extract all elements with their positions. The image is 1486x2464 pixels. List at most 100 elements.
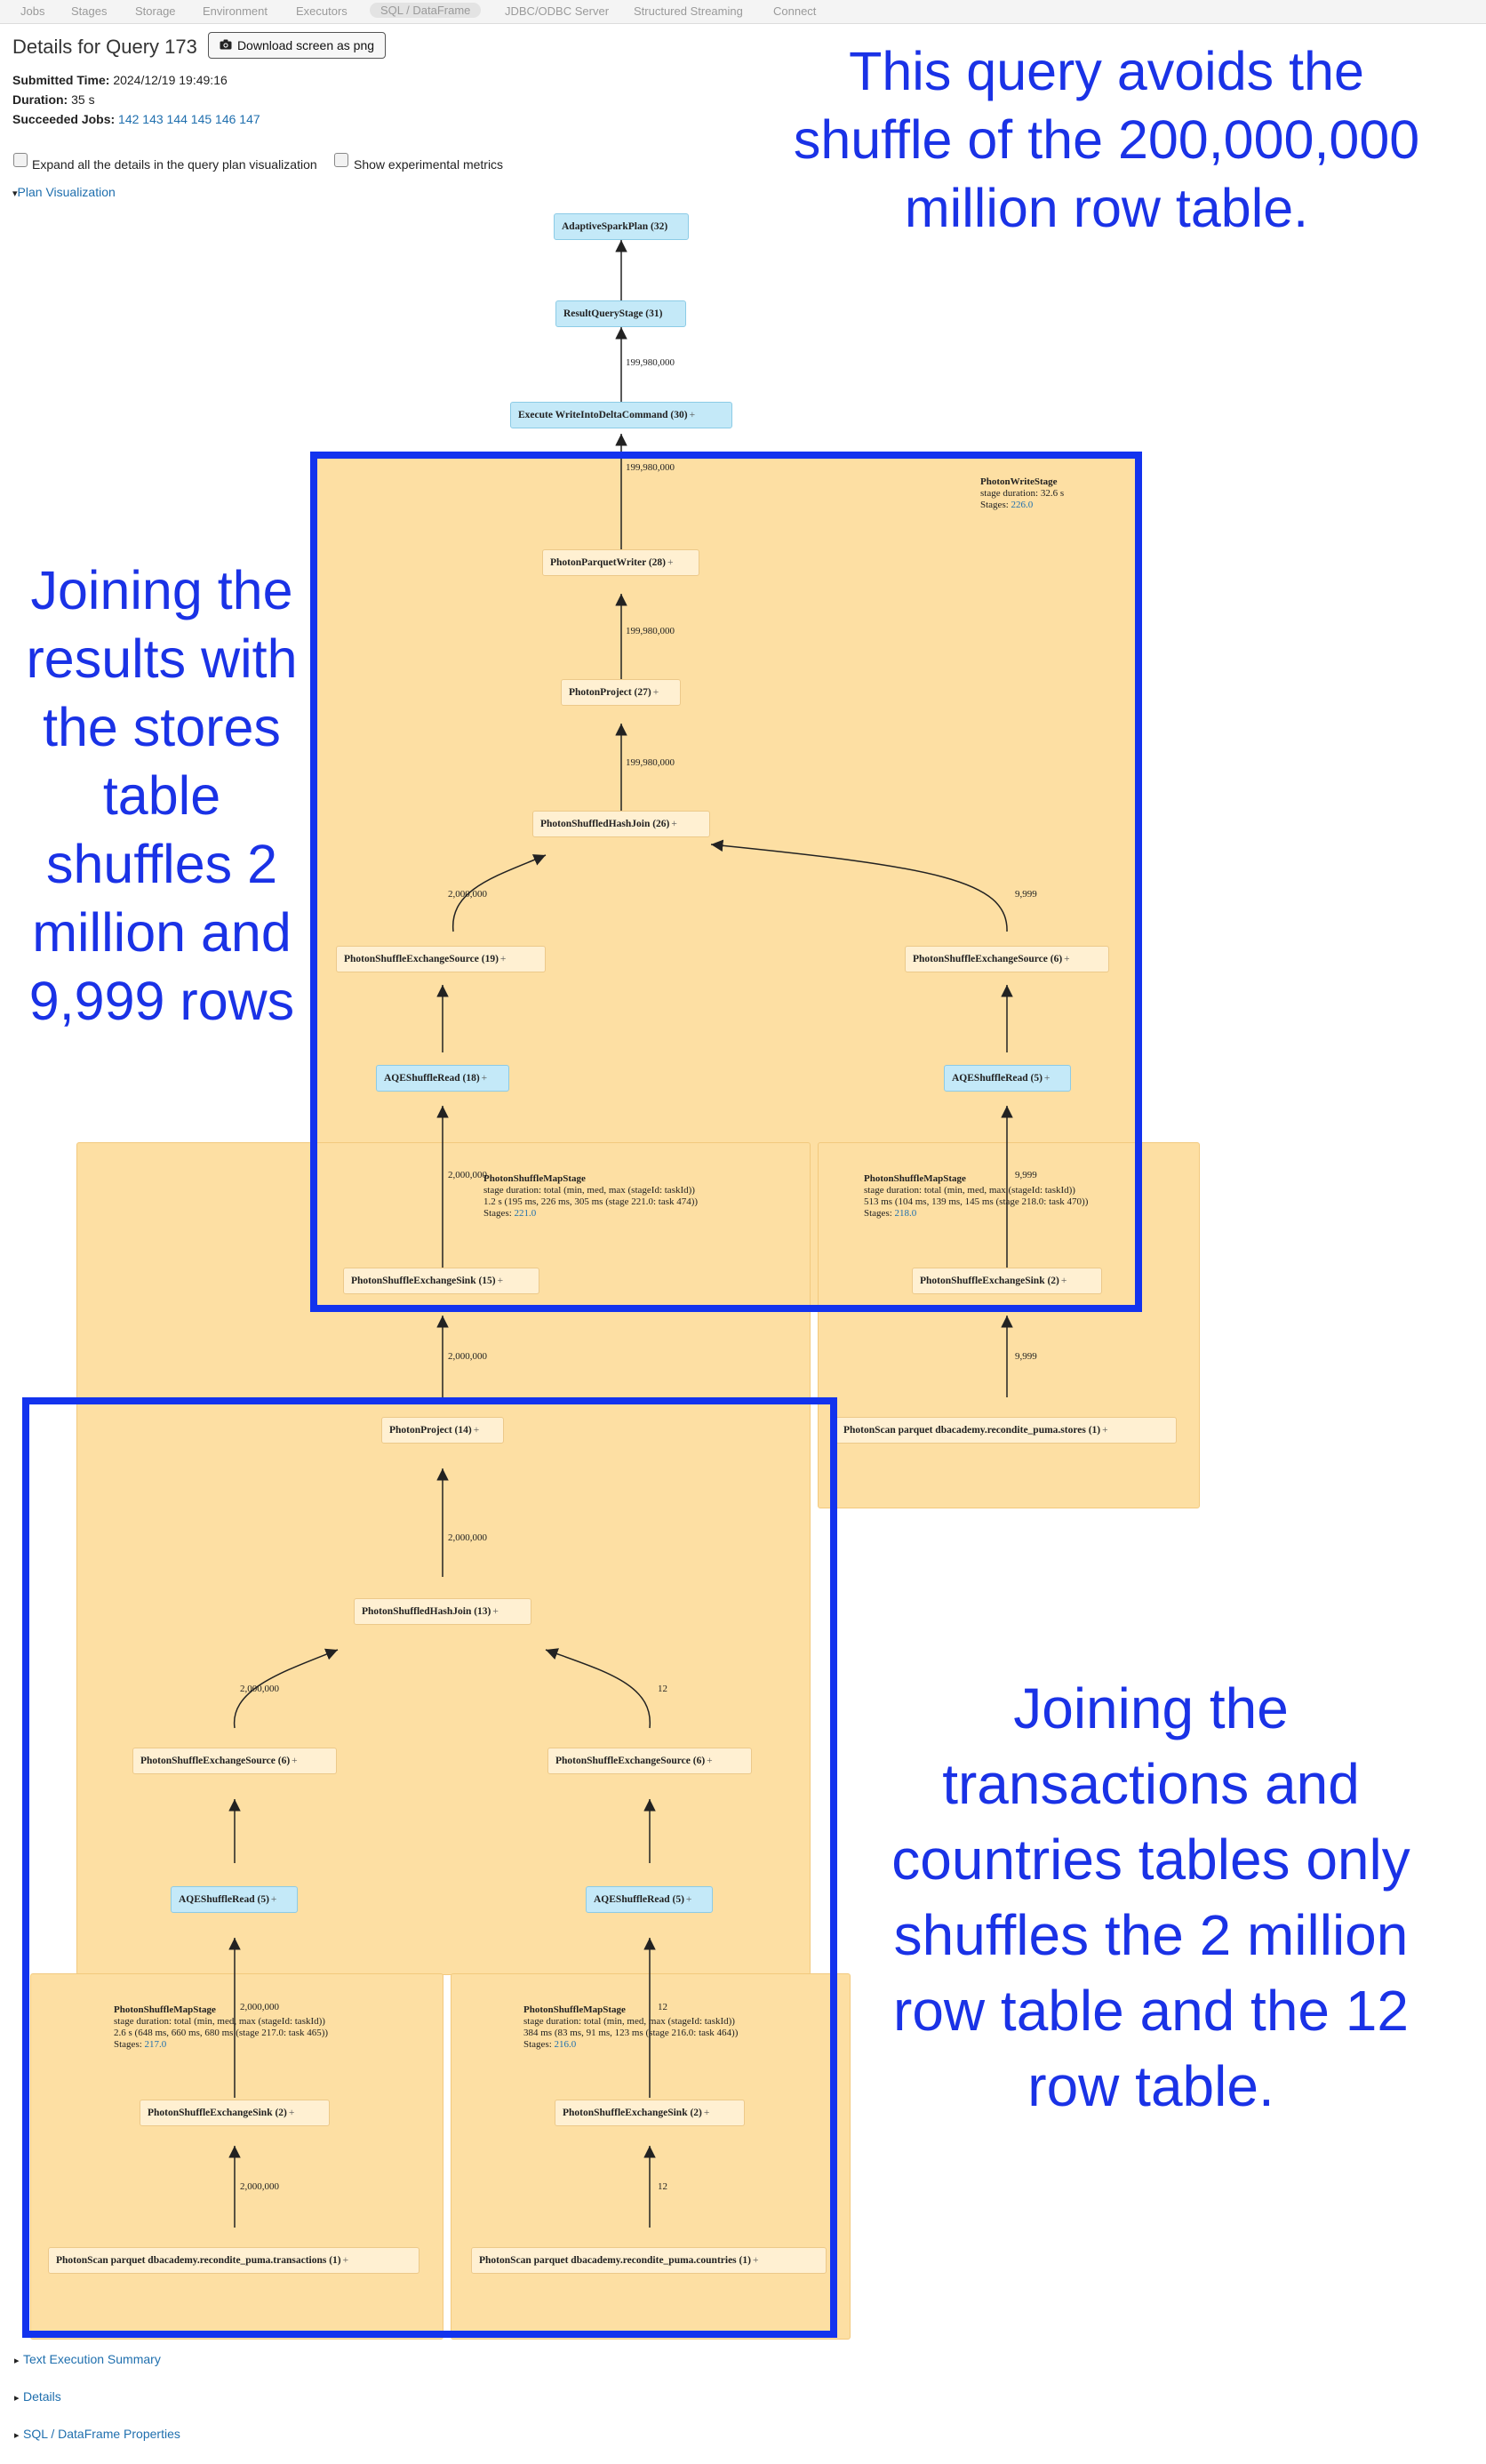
nav-tab-connect[interactable]: Connect <box>773 4 817 18</box>
edge-row-count: 2,000,000 <box>448 889 487 900</box>
experimental-metrics-checkbox[interactable] <box>334 153 348 167</box>
plan-node-scan-stores[interactable]: PhotonScan parquet dbacademy.recondite_p… <box>835 1417 1177 1444</box>
expand-node-icon[interactable]: + <box>292 1756 298 1766</box>
details-toggle[interactable]: ▸ Details <box>14 2389 61 2405</box>
job-link[interactable]: 144 <box>166 112 188 126</box>
stages-label: Stages: <box>980 500 1009 510</box>
annotation-box-stores-join <box>310 452 1142 1312</box>
nav-tab-structured-streaming[interactable]: Structured Streaming <box>634 4 743 18</box>
stage-duration: 1.2 s (195 ms, 226 ms, 305 ms (stage 221… <box>483 1196 699 1207</box>
stages-label: Stages: <box>114 2039 142 2050</box>
plan-node-adaptive-spark-plan[interactable]: AdaptiveSparkPlan (32) <box>554 213 689 240</box>
job-link[interactable]: 143 <box>142 112 164 126</box>
expand-details-checkbox[interactable] <box>13 153 28 167</box>
text-execution-summary-toggle[interactable]: ▸ Text Execution Summary <box>14 2352 161 2368</box>
submitted-time-label: Submitted Time: <box>12 73 110 87</box>
expand-node-icon[interactable]: + <box>685 1894 692 1905</box>
node-label: PhotonShuffleExchangeSource (6) <box>140 1756 291 1766</box>
node-label: PhotonShuffleExchangeSource (19) <box>344 954 499 964</box>
job-link[interactable]: 146 <box>215 112 236 126</box>
details-label: Details <box>22 2389 61 2404</box>
expand-node-icon[interactable]: + <box>288 2108 295 2118</box>
node-label: PhotonShuffleExchangeSink (15) <box>351 1276 496 1286</box>
stage-link[interactable]: 216.0 <box>554 2039 577 2050</box>
nav-tab-environment[interactable]: Environment <box>203 4 268 18</box>
plan-node-aqe-shuffle-read-5[interactable]: AQEShuffleRead (5) + <box>944 1065 1071 1092</box>
plan-node-exchange-source-6b[interactable]: PhotonShuffleExchangeSource (6) + <box>132 1748 337 1774</box>
plan-node-aqe-shuffle-read-5b[interactable]: AQEShuffleRead (5) + <box>171 1886 298 1913</box>
expand-node-icon[interactable]: + <box>703 2108 710 2118</box>
stage-duration-header: stage duration: total (min, med, max (st… <box>114 2016 325 2027</box>
plan-node-exchange-source-19[interactable]: PhotonShuffleExchangeSource (19) + <box>336 946 546 972</box>
caret-right-icon: ▸ <box>14 2356 20 2366</box>
expand-node-icon[interactable]: + <box>499 954 507 964</box>
plan-node-result-query-stage[interactable]: ResultQueryStage (31) <box>555 300 686 327</box>
edge-row-count: 2,000,000 <box>448 1351 487 1362</box>
plan-node-aqe-shuffle-read-5c[interactable]: AQEShuffleRead (5) + <box>586 1886 713 1913</box>
node-label: PhotonShuffleExchangeSink (2) <box>563 2108 702 2118</box>
nav-tab-stages[interactable]: Stages <box>71 4 108 18</box>
plan-node-write-into-delta[interactable]: Execute WriteIntoDeltaCommand (30) + <box>510 402 732 428</box>
node-label: PhotonScan parquet dbacademy.recondite_p… <box>479 2255 751 2266</box>
plan-node-hash-join-13[interactable]: PhotonShuffledHashJoin (13) + <box>354 1598 531 1625</box>
submitted-time-value: 2024/12/19 19:49:16 <box>113 73 228 87</box>
job-link[interactable]: 142 <box>118 112 140 126</box>
expand-node-icon[interactable]: + <box>1043 1073 1051 1084</box>
annotation-top: This query avoids the shuffle of the 200… <box>793 41 1420 238</box>
plan-node-exchange-sink-2b[interactable]: PhotonShuffleExchangeSink (2) + <box>140 2100 330 2126</box>
sql-dataframe-properties-toggle[interactable]: ▸ SQL / DataFrame Properties <box>14 2427 180 2443</box>
caret-right-icon: ▸ <box>14 2430 20 2441</box>
expand-node-icon[interactable]: + <box>270 1894 277 1905</box>
plan-node-exchange-sink-2c[interactable]: PhotonShuffleExchangeSink (2) + <box>555 2100 745 2126</box>
stage-link[interactable]: 221.0 <box>514 1208 537 1219</box>
nav-tab-jobs[interactable]: Jobs <box>20 4 45 18</box>
expand-node-icon[interactable]: + <box>707 1756 713 1766</box>
expand-node-icon[interactable]: + <box>671 819 677 829</box>
plan-node-exchange-source-6[interactable]: PhotonShuffleExchangeSource (6) + <box>905 946 1109 972</box>
edge-row-count: 12 <box>658 1684 667 1694</box>
nav-tab-storage[interactable]: Storage <box>135 4 176 18</box>
expand-node-icon[interactable]: + <box>689 410 696 420</box>
node-label: PhotonShuffleExchangeSource (6) <box>555 1756 706 1766</box>
expand-details-label: Expand all the details in the query plan… <box>32 157 317 172</box>
plan-node-exchange-sink-2[interactable]: PhotonShuffleExchangeSink (2) + <box>912 1268 1102 1294</box>
expand-node-icon[interactable]: + <box>1060 1276 1067 1286</box>
node-label: AQEShuffleRead (5) <box>594 1894 684 1905</box>
top-navigation: Jobs Stages Storage Environment Executor… <box>0 0 1486 24</box>
stage-link[interactable]: 218.0 <box>894 1208 917 1219</box>
plan-node-scan-transactions[interactable]: PhotonScan parquet dbacademy.recondite_p… <box>48 2247 419 2274</box>
submitted-time: Submitted Time: 2024/12/19 19:49:16 <box>12 73 228 87</box>
nav-tab-executors[interactable]: Executors <box>296 4 348 18</box>
stage-link[interactable]: 217.0 <box>144 2039 167 2050</box>
plan-node-aqe-shuffle-read-18[interactable]: AQEShuffleRead (18) + <box>376 1065 509 1092</box>
download-png-button[interactable]: Download screen as png <box>208 32 386 59</box>
plan-node-exchange-sink-15[interactable]: PhotonShuffleExchangeSink (15) + <box>343 1268 539 1294</box>
plan-visualization-toggle[interactable]: ▾Plan Visualization <box>12 185 116 201</box>
succeeded-jobs-label: Succeeded Jobs: <box>12 112 116 126</box>
expand-node-icon[interactable]: + <box>473 1425 480 1436</box>
plan-node-parquet-writer[interactable]: PhotonParquetWriter (28) + <box>542 549 699 576</box>
nav-tab-jdbc-odbc[interactable]: JDBC/ODBC Server <box>505 4 610 18</box>
expand-node-icon[interactable]: + <box>652 687 659 698</box>
expand-node-icon[interactable]: + <box>481 1073 488 1084</box>
node-label: PhotonProject (14) <box>389 1425 472 1436</box>
stage-link[interactable]: 226.0 <box>1011 500 1034 510</box>
edge-row-count: 199,980,000 <box>626 357 675 368</box>
nav-tab-sql-dataframe[interactable]: SQL / DataFrame <box>370 3 482 18</box>
plan-node-hash-join-26[interactable]: PhotonShuffledHashJoin (26) + <box>532 811 710 837</box>
plan-node-scan-countries[interactable]: PhotonScan parquet dbacademy.recondite_p… <box>471 2247 827 2274</box>
expand-node-icon[interactable]: + <box>1064 954 1070 964</box>
plan-node-exchange-source-6c[interactable]: PhotonShuffleExchangeSource (6) + <box>547 1748 752 1774</box>
expand-node-icon[interactable]: + <box>342 2255 349 2266</box>
node-label: PhotonParquetWriter (28) <box>550 557 666 568</box>
plan-node-project-14[interactable]: PhotonProject (14) + <box>381 1417 504 1444</box>
stage-221-info: PhotonShuffleMapStage stage duration: to… <box>483 1173 698 1220</box>
expand-node-icon[interactable]: + <box>752 2255 759 2266</box>
expand-node-icon[interactable]: + <box>497 1276 504 1286</box>
plan-node-project-27[interactable]: PhotonProject (27) + <box>561 679 681 706</box>
expand-node-icon[interactable]: + <box>492 1606 499 1617</box>
job-link[interactable]: 145 <box>190 112 212 126</box>
expand-node-icon[interactable]: + <box>667 557 674 568</box>
job-link[interactable]: 147 <box>239 112 260 126</box>
expand-node-icon[interactable]: + <box>1102 1425 1108 1436</box>
